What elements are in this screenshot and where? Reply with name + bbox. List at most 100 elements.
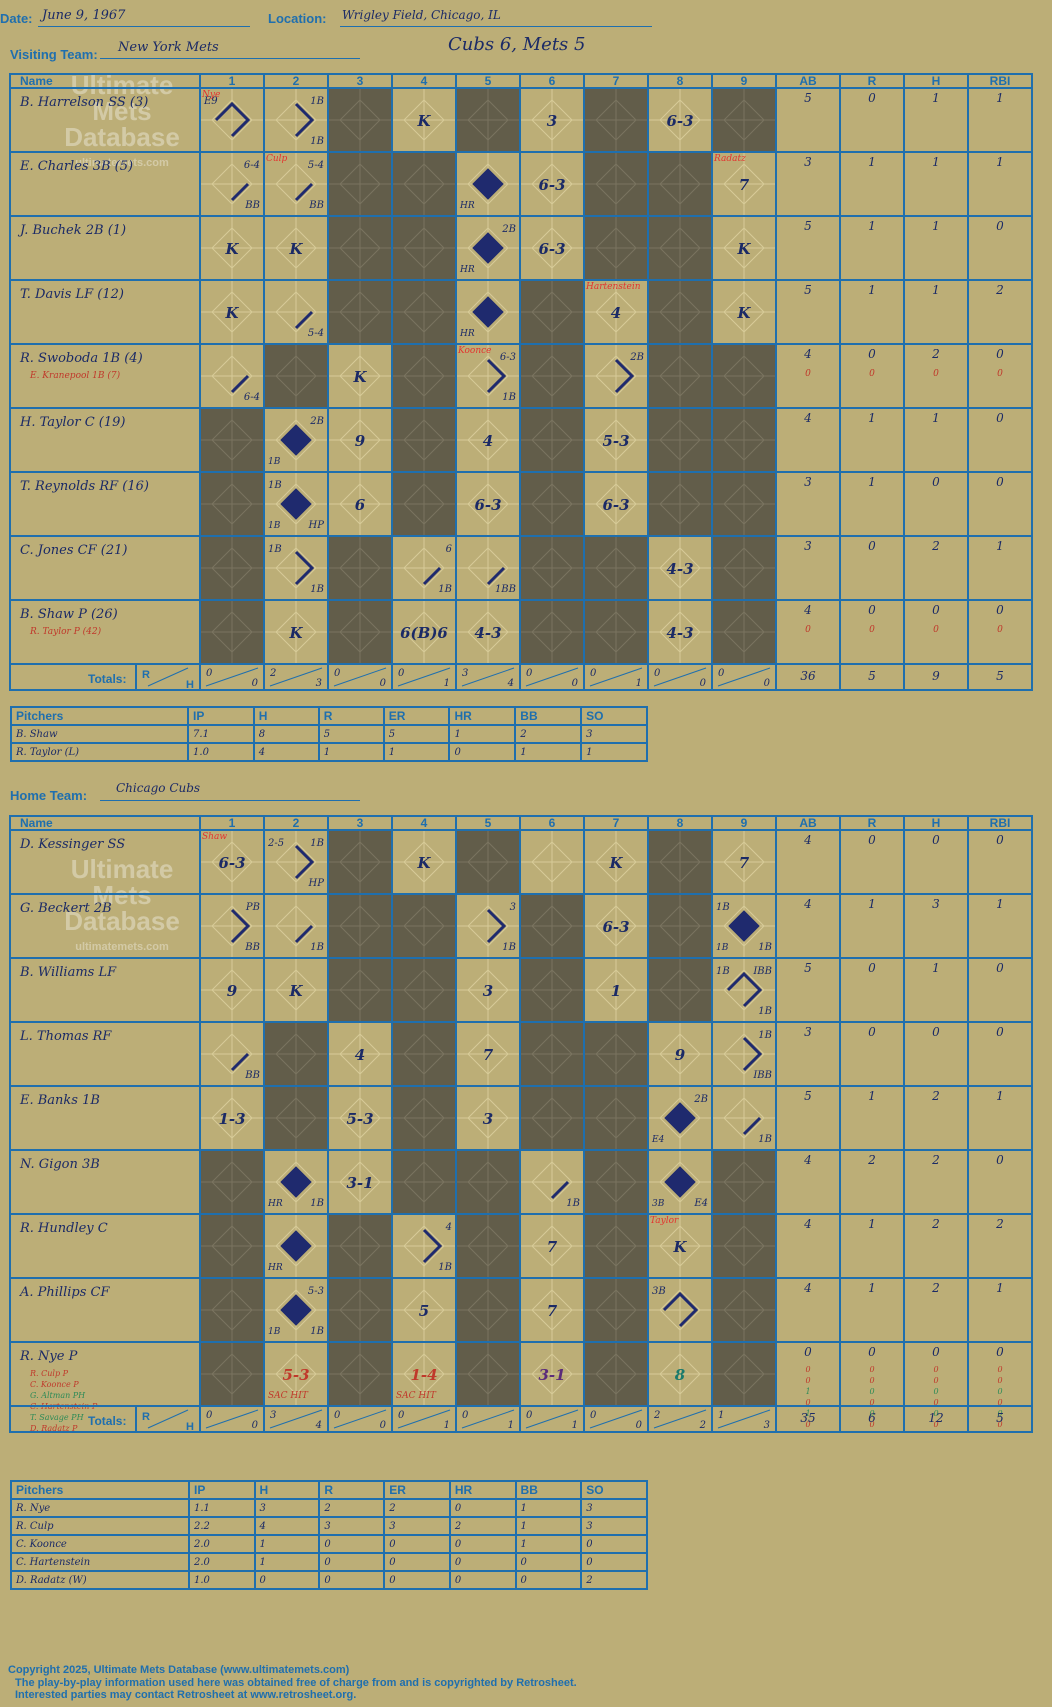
home-inning-runs: 0	[334, 1410, 341, 1421]
visitors-diamond	[723, 483, 765, 525]
home-pitcher-cell: 2.0	[187, 1534, 256, 1554]
home-pitching-change: Taylor	[650, 1216, 679, 1226]
visitors-pitching-change: Nye	[201, 90, 220, 100]
visitors-basepath	[294, 550, 315, 586]
home-note-br: 1B	[758, 1134, 772, 1145]
home-sub-stat: 0	[933, 1398, 938, 1407]
home-basepath	[742, 1116, 762, 1136]
home-diamond	[211, 969, 253, 1011]
home-pitcher-cell: 0	[448, 1498, 517, 1518]
home-stat: 4	[803, 1281, 812, 1295]
visitors-pitching-col: Pitchers	[9, 706, 190, 726]
home-header-inning-4: 4	[421, 816, 428, 830]
visitors-inning-hits: 1	[444, 678, 450, 689]
home-note-tl: 2-5	[267, 838, 284, 849]
home-pitching-table: Pitchers IP H R ER HR BB SO R. Nye 1.1 3 2 2 0 1 3 R. Cu…	[10, 1480, 648, 1590]
visitors-diamond	[531, 611, 573, 653]
home-diamond	[275, 1289, 317, 1331]
home-pitcher-cell: 0	[253, 1570, 321, 1590]
home-diamond	[723, 905, 765, 947]
visitors-header-inning-6: 6	[549, 74, 556, 88]
home-pitching-col: R	[318, 1480, 386, 1500]
home-header-inning-7: 7	[613, 816, 620, 830]
home-sub-stat: 0	[933, 1376, 938, 1385]
home-pitcher-cell: 3	[253, 1498, 321, 1518]
home-run-scored	[280, 1230, 312, 1262]
home-pitching-change: Shaw	[202, 832, 227, 842]
home-diamond	[467, 1353, 509, 1395]
visitors-diamond	[723, 355, 765, 397]
home-diamond	[467, 1097, 509, 1139]
home-pitcher-cell: 0	[580, 1552, 648, 1572]
home-stat: 2	[931, 1153, 940, 1167]
watermark-line1: Ultimate	[70, 70, 174, 100]
visitors-header-inning-3: 3	[357, 74, 364, 88]
home-stat: 0	[996, 961, 1004, 975]
home-note-bl: SAC HIT	[268, 1391, 309, 1401]
watermark-url: ultimatemets.com	[75, 941, 169, 953]
visitors-header-r: R	[868, 74, 877, 88]
home-pitcher-cell: R. Culp	[10, 1516, 190, 1536]
home-pitcher-cell: 2	[448, 1516, 517, 1536]
visitors-pitcher-cell: 1	[382, 742, 451, 762]
home-sub-name: D. Radatz P	[29, 1424, 78, 1433]
home-inning-runs: 0	[590, 1410, 597, 1421]
home-pitching-col: ER	[383, 1480, 451, 1500]
home-sub-stat: 0	[869, 1420, 874, 1429]
home-stat: 0	[996, 1153, 1004, 1167]
home-inning-total-slash	[589, 1409, 643, 1429]
visitors-player-name: H. Taylor C (19)	[19, 415, 125, 430]
home-note-bl: SAC HIT	[396, 1391, 437, 1401]
visitors-stat: 5	[804, 91, 812, 105]
home-header-inning-6: 6	[549, 816, 556, 830]
home-basepath	[550, 1180, 570, 1200]
home-header-r: R	[868, 816, 877, 830]
watermark-url: ultimatemets.com	[75, 157, 169, 169]
home-play: K	[416, 854, 431, 872]
home-diamond	[467, 905, 509, 947]
home-pitcher-cell: 1	[253, 1534, 321, 1554]
visitors-diamond	[403, 291, 445, 333]
home-inning-total-slash	[269, 1409, 323, 1429]
home-diamond	[659, 1097, 701, 1139]
visitors-pitcher-cell: 1.0	[187, 742, 255, 762]
home-sub-stat: 0	[869, 1409, 874, 1418]
home-note-tr: 3	[510, 902, 516, 913]
home-diamond	[339, 1225, 381, 1267]
visitors-stat: 1	[932, 283, 940, 297]
home-diamond	[659, 969, 701, 1011]
home-note-bl: 3B	[652, 1199, 665, 1209]
home-sub-stat: 0	[997, 1387, 1002, 1396]
home-stat: 0	[932, 1345, 940, 1359]
visitors-inning-total-slash	[589, 667, 643, 687]
visitors-sub-stat: 0	[805, 625, 811, 635]
home-sub-stat: 0	[805, 1376, 810, 1385]
home-inning-total-slash	[525, 1409, 579, 1429]
home-pitcher-cell: 0	[383, 1534, 451, 1554]
visitors-note-tl: 1B	[268, 544, 282, 555]
home-diamond	[723, 1225, 765, 1267]
visitors-header-inning-1: 1	[229, 74, 236, 88]
home-pitcher-cell: 2	[318, 1498, 386, 1518]
home-note-br: E4	[693, 1198, 708, 1209]
home-totals-slash	[147, 1409, 189, 1429]
visitors-pitcher-cell: 3	[580, 724, 648, 744]
visitors-header-inning-4: 4	[421, 74, 428, 88]
visitors-basepath	[230, 374, 250, 394]
visitors-diamond	[723, 547, 765, 589]
visitors-note-tr: 2B	[629, 352, 644, 363]
home-run-scored	[728, 910, 760, 942]
visitors-diamond	[659, 483, 701, 525]
home-note-tr: 2B	[693, 1094, 708, 1105]
home-play: 6-3	[218, 854, 245, 872]
home-stat: 0	[996, 1025, 1004, 1039]
visitors-play: 7	[739, 176, 750, 194]
home-header-ab: AB	[799, 816, 817, 830]
visitors-pitching-header: Pitchers IP H R ER HR BB SO	[9, 706, 648, 726]
visitors-pitcher-cell: 1	[514, 742, 583, 762]
visitors-header-h: H	[932, 74, 941, 88]
visitors-diamond	[723, 291, 765, 333]
home-pitching-header: Pitchers IP H R ER HR BB SO	[10, 1480, 648, 1500]
visitors-play: 9	[355, 432, 366, 450]
